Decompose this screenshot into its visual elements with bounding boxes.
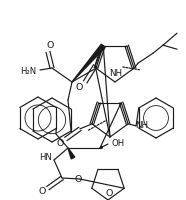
Text: O: O <box>56 139 64 148</box>
Text: NH: NH <box>136 121 149 130</box>
Text: OH: OH <box>111 140 125 148</box>
Text: H₂N: H₂N <box>20 66 36 75</box>
Text: O: O <box>105 188 113 198</box>
Polygon shape <box>72 44 105 82</box>
Text: NH: NH <box>109 70 123 78</box>
Text: HN: HN <box>40 152 52 162</box>
Text: O: O <box>74 176 82 184</box>
Text: O: O <box>46 40 54 49</box>
Polygon shape <box>68 148 75 159</box>
Text: O: O <box>38 188 46 196</box>
Text: O: O <box>76 83 83 92</box>
